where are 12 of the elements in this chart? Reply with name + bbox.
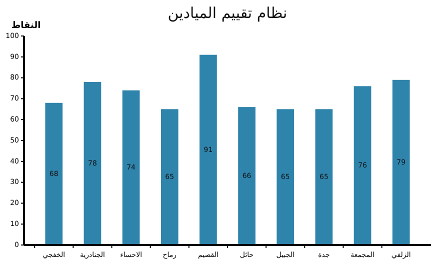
- bar: [45, 102, 63, 245]
- y-axis-title: النقاط: [11, 21, 41, 31]
- bar: [84, 82, 102, 245]
- bar: [276, 109, 294, 245]
- bar: [354, 86, 372, 245]
- bar: [392, 80, 410, 245]
- bar: [160, 109, 178, 245]
- bar: [315, 109, 333, 245]
- bar: [200, 54, 217, 245]
- bar: [122, 90, 140, 245]
- chart-title: نظام تقييم الميادين: [168, 4, 288, 22]
- bar: [238, 107, 256, 245]
